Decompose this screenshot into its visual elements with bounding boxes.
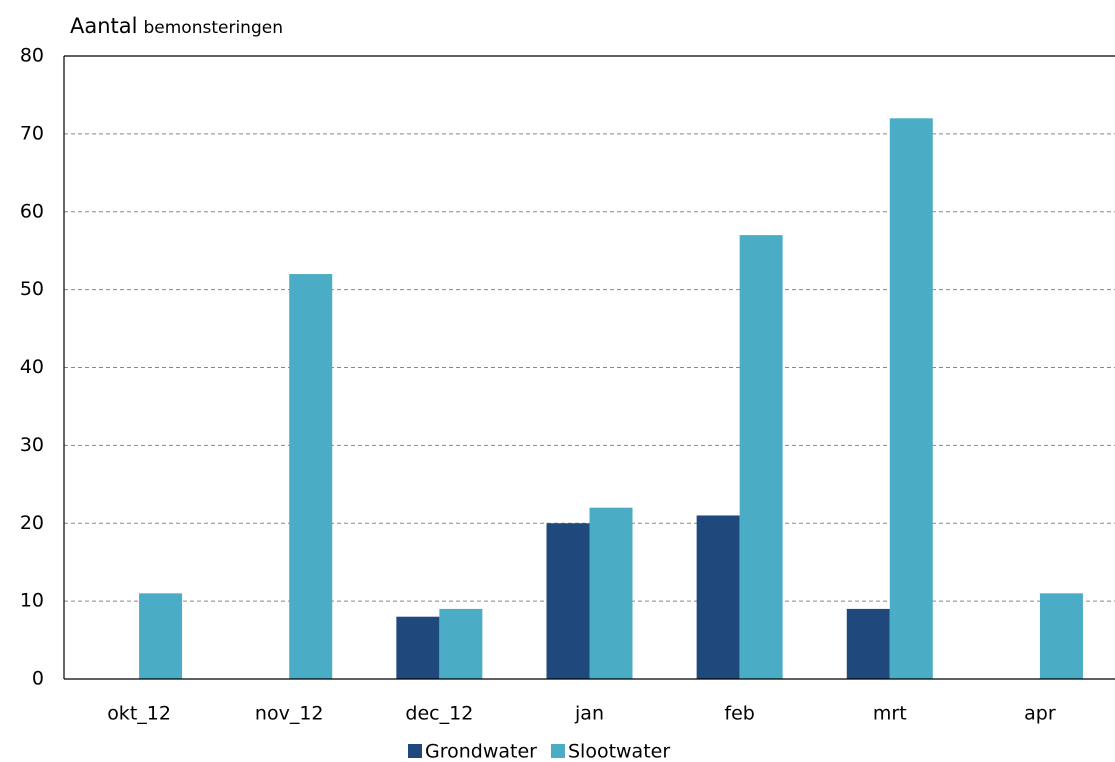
bar (396, 616, 440, 679)
legend-swatch (408, 744, 422, 758)
bar (589, 507, 633, 679)
bar (439, 608, 483, 679)
y-tick-label: 80 (20, 45, 44, 67)
y-tick-label: 40 (20, 356, 44, 378)
y-tick-label: 70 (20, 122, 44, 144)
x-tick-label: mrt (873, 703, 907, 725)
legend-label: Slootwater (568, 741, 670, 762)
bar (1039, 593, 1083, 679)
bar (846, 608, 890, 679)
y-tick-label: 60 (20, 200, 44, 222)
x-tick-label: feb (724, 703, 754, 725)
y-axis-label: bemonsteringen (143, 18, 282, 38)
y-tick-label: 0 (32, 668, 44, 690)
y-tick-label: 50 (20, 278, 44, 300)
bar (889, 118, 933, 680)
y-tick-label: 20 (20, 512, 44, 534)
bar (739, 235, 783, 680)
y-tick-label: 30 (20, 434, 44, 456)
bar (546, 523, 590, 679)
bar (696, 515, 740, 679)
legend-label: Grondwater (425, 741, 537, 762)
legend-swatch (550, 744, 565, 758)
y-tick-label: 10 (20, 590, 44, 612)
x-tick-label: jan (574, 703, 604, 725)
x-tick-label: dec_12 (405, 703, 473, 725)
bar (139, 593, 183, 679)
bar (289, 274, 333, 679)
x-tick-label: nov_12 (255, 703, 324, 725)
x-tick-label: okt_12 (107, 703, 171, 725)
x-tick-label: apr (1024, 703, 1056, 725)
y-axis-label: Aantal (70, 14, 137, 38)
